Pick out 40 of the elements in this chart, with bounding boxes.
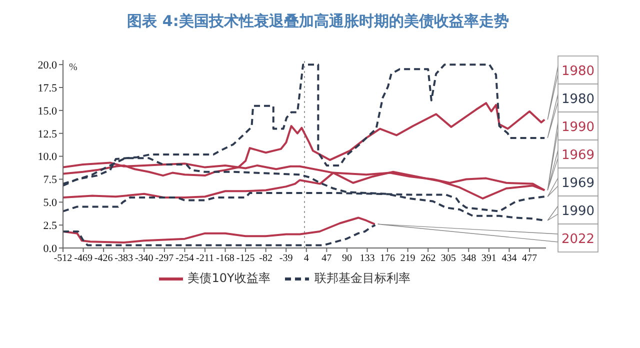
label-callout: 2022 [377, 224, 598, 252]
y-axis-title: % [69, 62, 78, 73]
x-tick-label: 133 [360, 253, 375, 264]
x-tick-label: 477 [522, 253, 537, 264]
x-tick-label: -125 [236, 253, 255, 264]
x-tick-label: -82 [259, 253, 272, 264]
x-tick-label: 47 [322, 253, 332, 264]
x-tick-label: 262 [420, 253, 436, 264]
y-tick-label: 12.5 [38, 128, 58, 140]
x-tick-label: -426 [94, 253, 113, 264]
y-tick-label: 17.5 [38, 82, 58, 94]
x-tick-label: 348 [461, 253, 476, 264]
x-tick-label: -254 [176, 253, 194, 264]
y-tick-label: 10.0 [38, 151, 58, 164]
x-tick-label: -512 [54, 253, 72, 264]
y-tick-label: 2.5 [43, 220, 58, 232]
x-tick-label: -297 [155, 253, 174, 264]
x-tick-label: 434 [502, 253, 517, 264]
y-tick-label: 15.0 [38, 105, 58, 118]
x-tick-label: -211 [196, 253, 214, 264]
legend-label: 联邦基金目标利率 [314, 270, 410, 287]
x-tick-label: 219 [400, 253, 416, 264]
label-callout: 1969 [547, 168, 598, 197]
y-tick-label: 7.5 [43, 174, 58, 186]
label-callout: 1990 [547, 196, 598, 224]
x-tick-label: -39 [279, 253, 293, 264]
x-tick-label: -383 [114, 253, 134, 264]
x-tick-label: -340 [134, 253, 154, 264]
y-tick-label: 5.0 [43, 197, 58, 210]
x-tick-label: 176 [380, 253, 396, 264]
x-tick-label: 305 [440, 253, 456, 264]
x-tick-label: -168 [216, 253, 234, 264]
legend-label: 美债10Y收益率 [188, 270, 270, 287]
y-tick-label: 0.0 [43, 242, 58, 255]
x-tick-label: 391 [481, 253, 496, 264]
chart-title: 图表 4:美国技术性衰退叠加高通胀时期的美债收益率走势 [126, 11, 510, 32]
y-tick-label: 20.0 [38, 59, 58, 72]
x-tick-label: 90 [342, 253, 352, 264]
x-tick-label: 4 [304, 253, 309, 264]
x-tick-label: -469 [74, 253, 92, 264]
